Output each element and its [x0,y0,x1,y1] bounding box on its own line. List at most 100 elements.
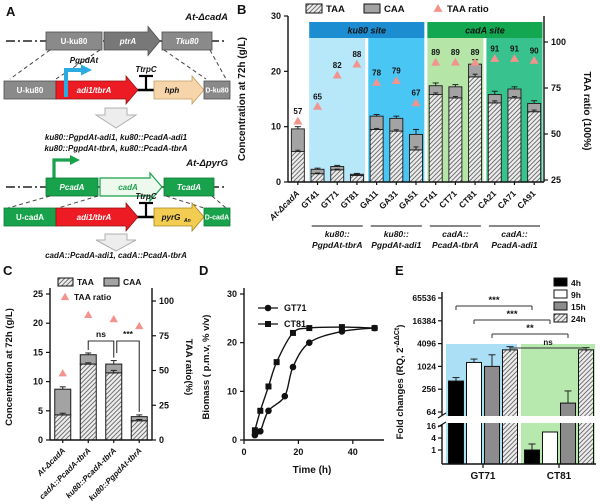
pcada-promoter-head [70,155,80,165]
growth-curve-GT71 [254,327,375,436]
taa-bar [409,149,423,183]
legend-label-9h: 9h [571,290,581,300]
taa-ratio-triangle [529,55,539,64]
site-header-band [427,22,543,38]
taa-ratio-triangle [84,310,93,319]
y-tick-label: 4096 [417,339,436,349]
y-tick-label: 10 [271,122,281,132]
x-tick-label: CA91 [515,188,538,211]
significance-bracket [87,340,115,358]
legend-ratio-label: TAA ratio [74,292,111,302]
y-tick-label: 10 [33,377,43,387]
fold-change-bar-24h [502,349,518,465]
taa-bar [310,173,325,183]
panel-e-svg: E 64 256 1024 4096 16384 65536 1 4 16 Fold changes… [394,263,596,482]
y-tick-label: 65536 [412,293,436,303]
site-label-pyrg: At-ΔpyrG [185,158,228,169]
taa-bar [290,151,305,183]
legend-swatch-24h [553,313,568,323]
legend-caa-swatch [363,3,381,14]
x-tick-label: 0 [241,447,246,457]
site-label-cada: At-ΔcadA [184,12,228,23]
caa-bar [369,115,384,130]
fold-change-bar-9h [542,431,558,465]
y-tick-label: 0 [276,177,281,187]
y-axis-title: Concentration at 72h (g/L) [4,308,15,426]
homology-line [211,195,227,209]
taa-ratio-value: 65 [313,92,322,101]
x-tick-label: 40 [348,447,358,457]
site-header-label: cadA site [465,26,505,36]
legend-caa-label: CAA [123,277,141,287]
taa-ratio-value: 79 [392,67,401,76]
fold-change-bar-4h [524,449,540,465]
d-cada-label: D-cadA [205,215,230,222]
group-label-line2: PcadA-tbrA [432,240,479,250]
fold-change-bar-15h [560,402,576,465]
taa-ratio-triangle [135,321,144,330]
significance-label: *** [488,295,499,306]
pcada-label: PcadA [60,183,85,192]
y-tick-label: 10 [227,386,237,396]
group-label-line2: PgpdAt-tbrA [312,240,363,250]
homology-line [209,49,227,80]
tcada-label: TcadA [177,183,201,192]
hph-arrow [153,74,205,106]
chart-line [437,412,447,419]
right-tick-label: 25 [159,400,169,410]
taa-ratio-value: 89 [471,48,480,57]
cada-label: cadA [118,183,138,192]
y-tick-label: 25 [33,289,43,299]
caa-bar [290,128,305,153]
data-point-square [338,324,345,331]
taa-bar [468,76,483,183]
x-tick-label: CA21 [476,188,499,211]
cada-arrow [99,171,163,203]
homology-line [163,49,207,80]
taa-ratio-triangle [293,116,303,125]
u-ku80-box [45,31,103,51]
group-label-line2: PgpdAt-adi1 [371,240,421,250]
pyrg-label: pyrG [161,213,181,222]
legend-label-24h: 24h [571,314,586,324]
down-arrow-icon2 [95,233,137,252]
pcada-promoter-icon [52,158,70,178]
axis-break-band [443,416,596,423]
tcada-box [163,177,215,197]
y-tick-label: 20 [271,66,281,76]
group-label-line1: ku80:: [325,229,350,239]
x-group-label: CT81 [547,471,572,482]
legend-taa-label: TAA [77,277,94,287]
taa-ratio-triangle [60,292,70,301]
taa-ratio-value: 67 [412,89,421,98]
data-point-circle [257,427,264,435]
right-tick-label: 75 [551,83,561,93]
adi1-tbra-arrow [55,75,139,105]
significance-label: *** [123,329,134,339]
u-ku80-label2: U-ku80 [17,86,44,95]
taa-bar [54,414,72,441]
legend-swatch-9h [553,289,568,299]
caa-bar [54,388,72,416]
taa-bar [527,111,542,183]
right-tick-label: 100 [159,296,174,306]
taa-bar [389,130,404,183]
x-tick-label: CT41 [417,188,439,210]
panel-d-biomass-chart: D GT71 CT81 0 10 20 30 0 20 40 Time (h) Biomass ( p… [196,262,392,504]
data-point-square [251,427,258,434]
right-tick-label: 50 [159,366,169,376]
y-tick-label: 16 [427,421,437,431]
x-tick-label: CA71 [495,188,518,211]
y-axis-title: Biomass ( p.m.v, % v/v) [201,315,212,420]
significance-label: ns [96,329,106,339]
legend-caa-swatch [103,277,120,287]
legend-circle-icon [264,304,272,312]
panel-a: A At-ΔcadA U-ku80 ptrA Tku80 U-ku80 adi1… [0,0,232,262]
x-tick-label: GA31 [377,188,400,211]
group-label-line1: cadA:: [442,229,469,239]
hph-label: hph [165,86,180,95]
legend-taa-swatch [305,3,323,14]
pgpdat-promoter-icon [64,68,81,97]
